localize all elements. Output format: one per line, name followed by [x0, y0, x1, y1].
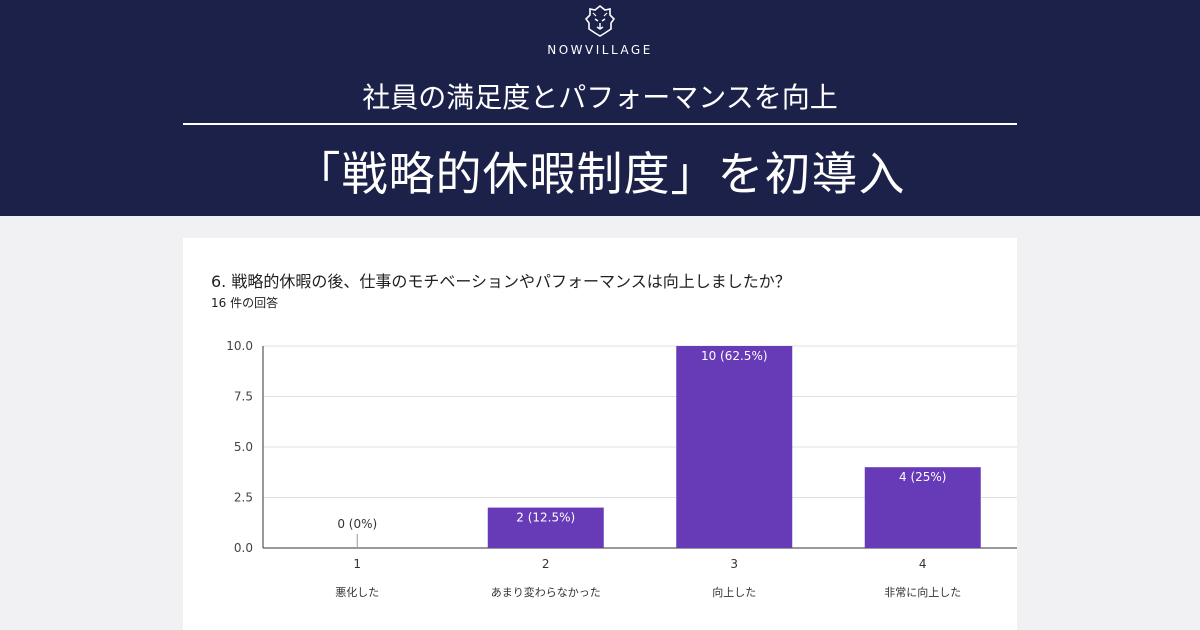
category-description: あまり変わらなかった: [491, 585, 601, 599]
data-label: 2 (12.5%): [516, 511, 575, 525]
y-tick-label: 5.0: [234, 440, 253, 454]
survey-card: 6. 戦略的休暇の後、仕事のモチベーションやパフォーマンスは向上しましたか？ 1…: [183, 238, 1017, 630]
y-tick-label: 7.5: [234, 390, 253, 404]
x-tick-label: 2: [542, 557, 550, 571]
data-label: 4 (25%): [899, 470, 946, 484]
data-label: 10 (62.5%): [701, 349, 768, 363]
x-tick-label: 3: [730, 557, 738, 571]
category-description: 悪化した: [335, 585, 379, 599]
response-count: 16 件の回答: [211, 296, 279, 310]
banner-headline: 「戦略的休暇制度」を初導入: [294, 147, 906, 201]
brand-name: NOWVILLAGE: [547, 43, 653, 57]
category-description: 向上した: [712, 585, 756, 599]
y-tick-label: 2.5: [234, 491, 253, 505]
data-label: 0 (0%): [337, 517, 377, 531]
x-tick-label: 1: [353, 557, 361, 571]
x-tick-label: 4: [919, 557, 927, 571]
bar-chart: 0.0 2.5 5.0 7.5 10.0 0 (0%) 1 悪化した 2 (12.5%) 2 あまり…: [226, 339, 1017, 599]
y-tick-label: 0.0: [234, 541, 253, 555]
header-banner: NOWVILLAGE 社員の満足度とパフォーマンスを向上 「戦略的休暇制度」を初…: [0, 0, 1200, 216]
banner-subtitle: 社員の満足度とパフォーマンスを向上: [362, 81, 838, 114]
category-description: 非常に向上した: [884, 585, 961, 599]
y-tick-label: 10.0: [226, 339, 253, 353]
bar: [864, 467, 981, 548]
lion-head-icon: [584, 4, 616, 37]
bar: [676, 346, 793, 548]
bar: [487, 507, 604, 548]
banner-divider: [183, 123, 1017, 125]
question-title: 6. 戦略的休暇の後、仕事のモチベーションやパフォーマンスは向上しましたか？: [211, 272, 791, 291]
